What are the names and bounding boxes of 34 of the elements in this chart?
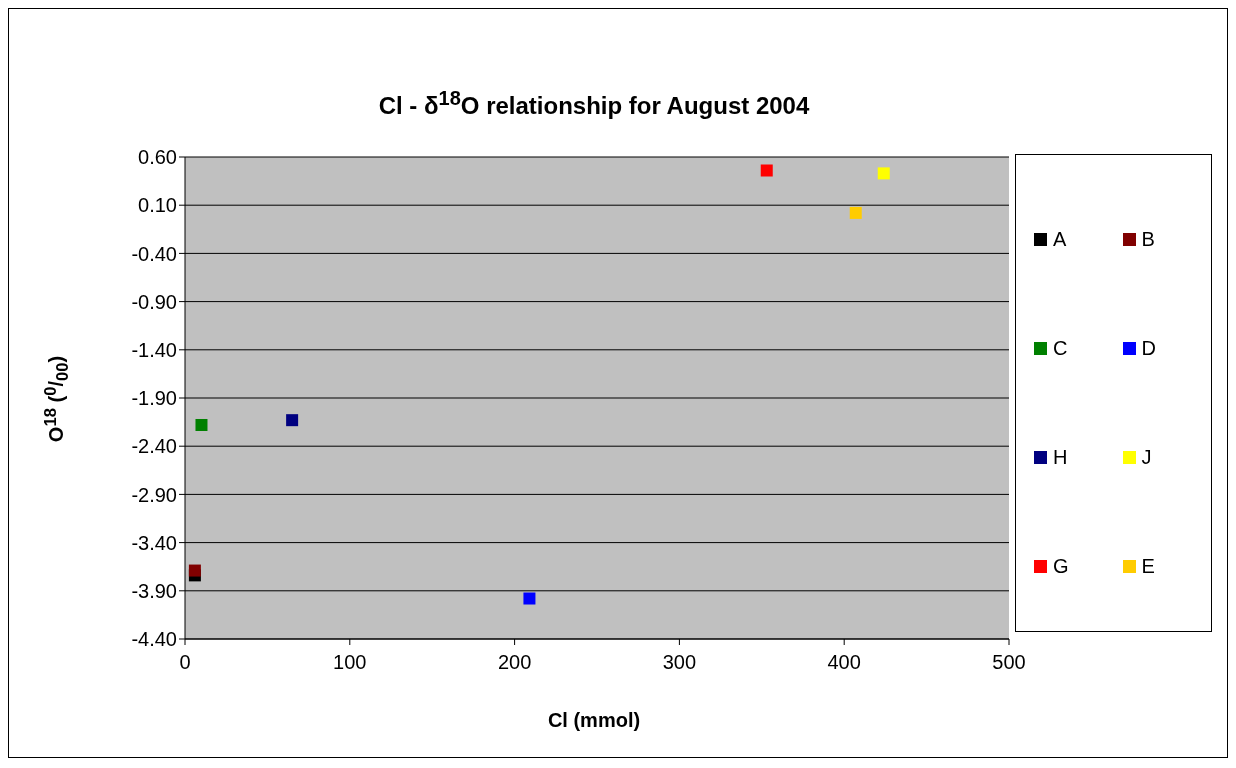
point bbox=[523, 592, 536, 605]
x-tick-label: 100 bbox=[333, 651, 367, 674]
legend-label: B bbox=[1141, 228, 1155, 251]
y-tick-label: -3.40 bbox=[131, 531, 177, 554]
point bbox=[877, 167, 890, 180]
legend-label: G bbox=[1053, 555, 1069, 578]
y-tick-label: -2.40 bbox=[131, 435, 177, 458]
y-tick-label: -1.90 bbox=[131, 387, 177, 410]
legend-label: D bbox=[1141, 337, 1156, 360]
legend-label: H bbox=[1053, 446, 1068, 469]
y-tick-label: -4.40 bbox=[131, 628, 177, 651]
point bbox=[188, 564, 201, 577]
legend-label: A bbox=[1053, 228, 1067, 251]
y-tick-label: -0.40 bbox=[131, 242, 177, 265]
x-tick-label: 500 bbox=[992, 651, 1026, 674]
y-tick-label: 0.10 bbox=[138, 194, 177, 217]
y-tick-label: -0.90 bbox=[131, 290, 177, 313]
point bbox=[195, 418, 208, 431]
legend-label: C bbox=[1053, 337, 1068, 360]
y-tick-label: -3.90 bbox=[131, 579, 177, 602]
x-tick-label: 300 bbox=[662, 651, 697, 674]
x-tick-label: 0 bbox=[179, 651, 191, 674]
y-tick-label: 0.60 bbox=[138, 146, 177, 169]
point bbox=[760, 164, 773, 177]
point bbox=[286, 414, 299, 427]
chart-title: Cl - δ$^{18}$O relationship for August 2004 bbox=[377, 87, 811, 120]
x-axis-title: Cl (mmol) bbox=[546, 709, 642, 732]
x-tick-label: 200 bbox=[497, 651, 532, 674]
point bbox=[849, 206, 862, 219]
y-tick-label: -1.40 bbox=[131, 338, 177, 361]
x-tick-label: 400 bbox=[827, 651, 861, 674]
legend-label: E bbox=[1141, 555, 1155, 578]
y-tick-label: -2.90 bbox=[131, 483, 177, 506]
legend-label: J bbox=[1141, 446, 1152, 469]
